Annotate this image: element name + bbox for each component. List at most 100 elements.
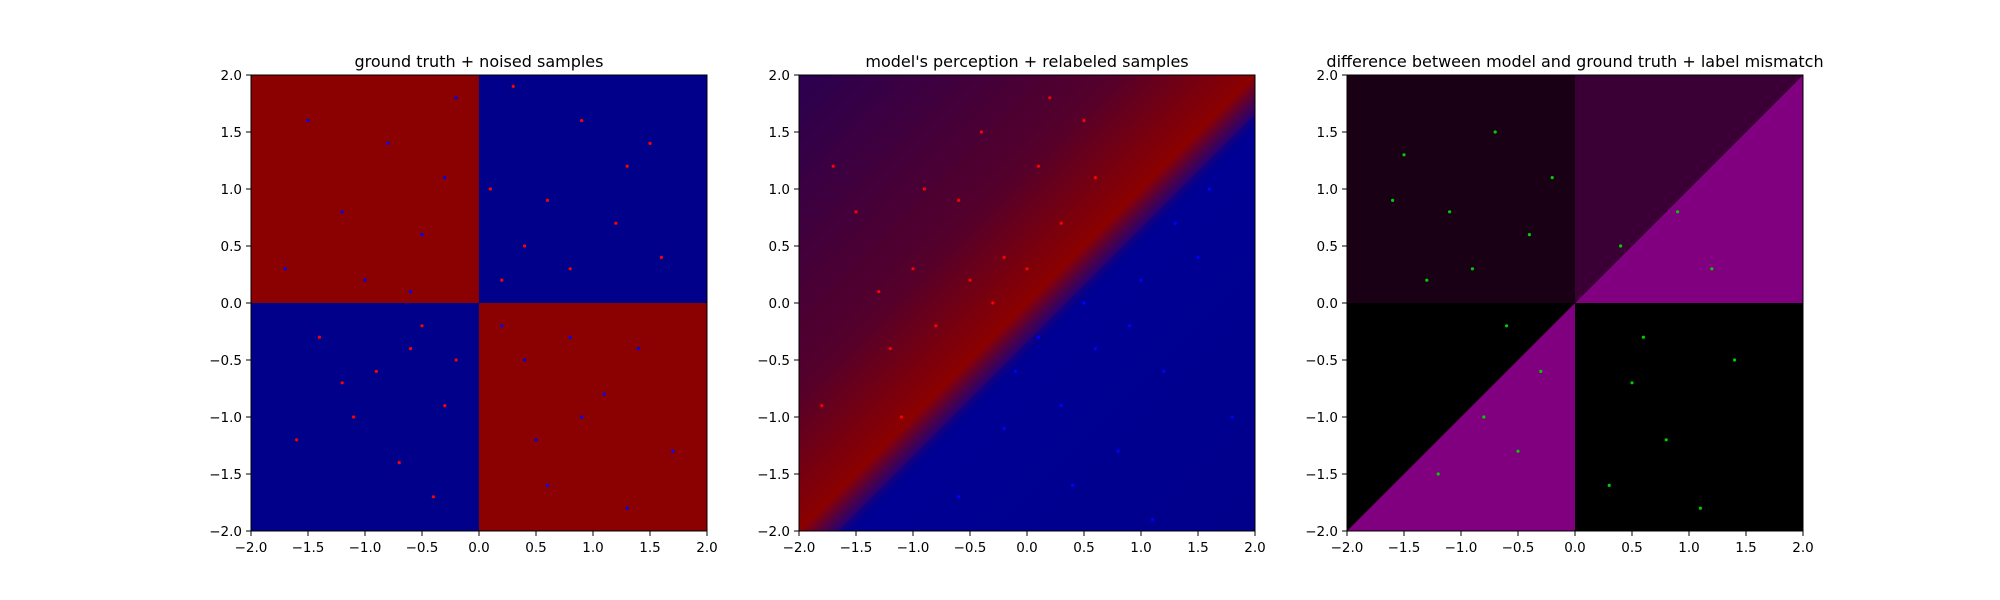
blue-sample-point [602,392,606,396]
x-tick-label: 2.0 [696,540,717,556]
x-tick-label: −2.0 [1331,540,1364,556]
x-tick-label: 2.0 [1244,540,1265,556]
y-tick-label: −2.0 [1305,524,1338,540]
x-tick-label: 0.0 [1564,540,1585,556]
red-sample-point [659,255,663,259]
green-sample-point [1470,267,1474,271]
x-tick-label: −1.0 [349,540,382,556]
blue-sample-point [1230,415,1234,419]
green-sample-point [1664,438,1668,442]
green-sample-point [1676,210,1680,214]
red-sample-point [625,164,629,168]
scatter-points [820,96,1234,522]
blue-sample-point [568,335,572,339]
blue-sample-point [1036,335,1040,339]
green-sample-point [1527,233,1531,237]
y-tick-label: 0.0 [1317,296,1338,312]
red-sample-point [922,187,926,191]
quadrant-bottom-right [1575,303,1803,531]
y-tick-label: −1.0 [209,410,242,426]
x-tick-label: −1.5 [840,540,873,556]
x-tick-label: −1.0 [897,540,930,556]
red-sample-point [1025,267,1029,271]
x-tick-label: 0.5 [1621,540,1642,556]
red-sample-point [888,347,892,351]
red-sample-point [1002,255,1006,259]
green-sample-point [1436,472,1440,476]
blue-sample-point [340,210,344,214]
quadrant-top-left [1347,75,1575,303]
x-tick-label: 2.0 [1792,540,1813,556]
y-tick-label: 0.5 [221,239,242,255]
green-sample-point [1539,369,1543,373]
blue-sample-point [625,506,629,510]
model-blue-region [799,75,1255,531]
red-sample-point [500,278,504,282]
red-sample-point [431,495,435,499]
x-tick-label: −0.5 [406,540,439,556]
y-tick-label: 0.5 [769,239,790,255]
blue-sample-point [1139,278,1143,282]
red-sample-point [991,301,995,305]
blue-sample-point [580,415,584,419]
red-sample-point [831,164,835,168]
x-tick-label: 0.5 [525,540,546,556]
x-tick-label: −2.0 [235,540,268,556]
y-tick-label: 1.5 [1317,125,1338,141]
red-sample-point [900,415,904,419]
y-tick-label: 1.5 [769,125,790,141]
y-tick-label: −0.5 [209,353,242,369]
blue-sample-point [500,324,504,328]
quadrant-bottom-right [479,303,707,531]
y-tick-label: −1.5 [209,467,242,483]
green-sample-point [1482,415,1486,419]
red-sample-point [968,278,972,282]
x-tick-label: 1.5 [1735,540,1756,556]
y-tick-label: −1.5 [757,467,790,483]
blue-sample-point [386,141,390,145]
blue-sample-point [1082,301,1086,305]
red-sample-point [1059,221,1063,225]
blue-sample-point [637,347,641,351]
blue-sample-point [283,267,287,271]
green-sample-point [1425,278,1429,282]
red-sample-point [443,404,447,408]
y-tick-label: 1.0 [221,182,242,198]
blue-sample-point [443,176,447,180]
y-tick-label: 0.0 [221,296,242,312]
y-tick-label: 0.0 [769,296,790,312]
blue-sample-point [534,438,538,442]
green-sample-point [1733,358,1737,362]
red-sample-point [568,267,572,271]
red-sample-point [340,381,344,385]
x-tick-label: 1.0 [1130,540,1151,556]
red-sample-point [957,198,961,202]
y-tick-label: 1.0 [1317,182,1338,198]
y-tick-label: −0.5 [757,353,790,369]
blue-sample-point [409,290,413,294]
green-sample-point [1550,176,1554,180]
y-tick-label: −1.0 [757,410,790,426]
red-sample-point [545,198,549,202]
x-tick-label: 0.0 [1016,540,1037,556]
red-sample-point [648,141,652,145]
blue-sample-point [420,233,424,237]
red-sample-point [911,267,915,271]
red-sample-point [1093,176,1097,180]
mismatch-top-right-fade [1575,75,1803,303]
blue-sample-point [1196,255,1200,259]
green-sample-point [1607,483,1611,487]
green-sample-point [1698,506,1702,510]
x-axis: −2.0 −1.5 −1.0 −0.5 0.0 0.5 1.0 1.5 2.0 [235,531,718,556]
red-sample-point [1082,119,1086,123]
quadrant-top-right [479,75,707,303]
blue-sample-point [1173,221,1177,225]
green-sample-point [1630,381,1634,385]
green-sample-point [1448,210,1452,214]
y-tick-label: 1.0 [769,182,790,198]
red-sample-point [511,84,515,88]
blue-sample-point [671,449,675,453]
blue-sample-point [1071,483,1075,487]
x-tick-label: −0.5 [954,540,987,556]
red-sample-point [877,290,881,294]
